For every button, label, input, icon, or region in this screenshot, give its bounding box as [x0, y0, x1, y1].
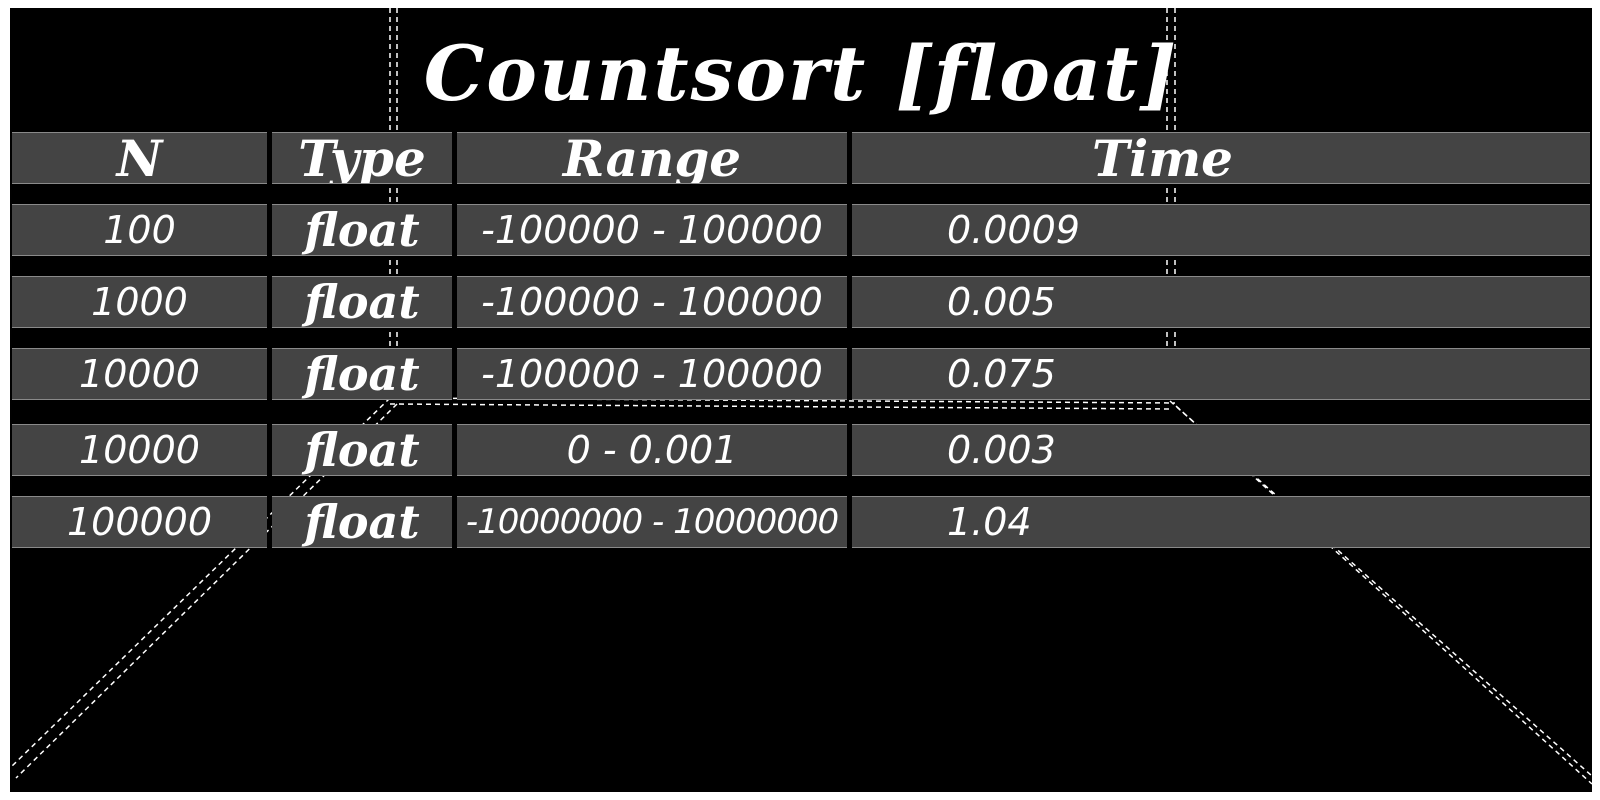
table-header-row: N Type Range Time: [12, 132, 1590, 184]
cell-time: 0.005: [852, 276, 1590, 328]
header-n: N: [12, 132, 267, 184]
cell-range: -10000000 - 10000000: [457, 496, 847, 548]
table-row: 1000 float -100000 - 100000 0.005: [12, 276, 1590, 328]
cell-time: 0.0009: [852, 204, 1590, 256]
table-row: 10000 float -100000 - 100000 0.075: [12, 348, 1590, 400]
table-row: 100 float -100000 - 100000 0.0009: [12, 204, 1590, 256]
header-time: Time: [852, 132, 1590, 184]
cell-n: 10000: [12, 424, 267, 476]
cell-time: 0.003: [852, 424, 1590, 476]
cell-n: 1000: [12, 276, 267, 328]
table-row: 100000 float -10000000 - 10000000 1.04: [12, 496, 1590, 548]
cell-type: float: [272, 204, 452, 256]
slide-canvas: Countsort [float] N Type Range Time 100 …: [10, 8, 1592, 792]
cell-range: 0 - 0.001: [457, 424, 847, 476]
table-row: 10000 float 0 - 0.001 0.003: [12, 424, 1590, 476]
cell-n: 10000: [12, 348, 267, 400]
cell-range: -100000 - 100000: [457, 276, 847, 328]
cell-type: float: [272, 348, 452, 400]
header-range: Range: [457, 132, 847, 184]
page-title: Countsort [float]: [423, 29, 1179, 118]
cell-n: 100000: [12, 496, 267, 548]
cell-type: float: [272, 496, 452, 548]
cell-type: float: [272, 276, 452, 328]
perspective-guide-lines: [10, 8, 1592, 785]
header-type: Type: [272, 132, 452, 184]
cell-time: 1.04: [852, 496, 1590, 548]
cell-range: -100000 - 100000: [457, 348, 847, 400]
cell-time: 0.075: [852, 348, 1590, 400]
cell-type: float: [272, 424, 452, 476]
cell-range: -100000 - 100000: [457, 204, 847, 256]
cell-n: 100: [12, 204, 267, 256]
